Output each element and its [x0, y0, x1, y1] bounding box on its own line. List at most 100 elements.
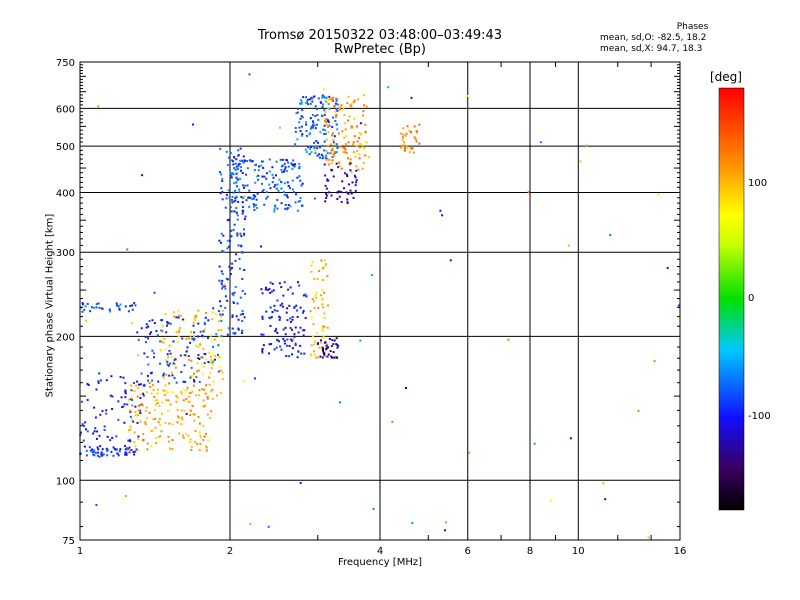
- data-point: [320, 259, 323, 262]
- data-point: [283, 162, 286, 165]
- data-point: [413, 125, 416, 128]
- data-point: [305, 96, 308, 99]
- data-point: [167, 440, 170, 443]
- data-points: [79, 73, 680, 539]
- data-point: [402, 141, 405, 144]
- data-point: [224, 287, 227, 290]
- data-point: [347, 95, 350, 98]
- data-point: [116, 452, 119, 455]
- data-point: [268, 170, 271, 173]
- data-point: [253, 208, 256, 211]
- data-point: [156, 392, 159, 395]
- data-point: [278, 126, 281, 129]
- data-point: [109, 439, 112, 442]
- data-point: [347, 119, 350, 122]
- data-point: [148, 381, 151, 384]
- data-point: [336, 128, 339, 131]
- data-point: [192, 321, 195, 324]
- data-point: [291, 188, 294, 191]
- data-point: [144, 423, 147, 426]
- data-point: [124, 382, 127, 385]
- data-point: [356, 140, 359, 143]
- data-point: [112, 454, 115, 457]
- data-point: [226, 247, 229, 250]
- data-point: [295, 304, 298, 307]
- data-point: [106, 449, 109, 452]
- data-point: [217, 344, 220, 347]
- data-point: [137, 338, 140, 341]
- data-point: [180, 416, 183, 419]
- data-point: [193, 317, 196, 320]
- data-point: [324, 354, 327, 357]
- plot-frame: [79, 61, 681, 541]
- data-point: [280, 348, 283, 351]
- data-point: [331, 339, 334, 342]
- data-point: [281, 158, 284, 161]
- data-point: [279, 345, 282, 348]
- data-point: [310, 151, 313, 154]
- data-point: [333, 339, 336, 342]
- data-point: [260, 333, 263, 336]
- data-point: [404, 147, 407, 150]
- data-point: [275, 346, 278, 349]
- data-point: [140, 403, 143, 406]
- data-point: [242, 186, 245, 189]
- data-point: [221, 279, 224, 282]
- data-point: [327, 346, 330, 349]
- data-point: [276, 309, 279, 312]
- data-point: [309, 353, 312, 356]
- data-point: [335, 343, 338, 346]
- data-point: [157, 380, 160, 383]
- data-point: [313, 124, 316, 127]
- data-point: [262, 166, 265, 169]
- data-point: [194, 314, 197, 317]
- data-point: [324, 97, 327, 100]
- data-point: [273, 309, 276, 312]
- data-point: [325, 192, 328, 195]
- data-point: [294, 201, 297, 204]
- data-point: [311, 260, 314, 263]
- data-point: [165, 373, 168, 376]
- data-point: [124, 396, 127, 399]
- data-point: [257, 169, 260, 172]
- data-point: [348, 163, 351, 166]
- data-point: [151, 319, 154, 322]
- data-point: [335, 108, 338, 111]
- data-point: [280, 181, 283, 184]
- data-point: [232, 191, 235, 194]
- data-point: [319, 131, 322, 134]
- data-point: [336, 197, 339, 200]
- data-point: [97, 448, 100, 451]
- data-point: [231, 262, 234, 265]
- data-point: [187, 400, 190, 403]
- data-point: [117, 454, 120, 457]
- data-point: [359, 339, 362, 342]
- data-point: [289, 338, 292, 341]
- data-point: [232, 163, 235, 166]
- data-point: [311, 100, 314, 103]
- data-point: [362, 110, 365, 113]
- data-point: [230, 198, 233, 201]
- data-point: [343, 114, 346, 117]
- data-point: [323, 95, 326, 98]
- data-point: [209, 334, 212, 337]
- data-point: [300, 102, 303, 105]
- data-point: [210, 410, 213, 413]
- data-point: [238, 257, 241, 260]
- data-point: [290, 328, 293, 331]
- data-point: [191, 404, 194, 407]
- data-point: [147, 325, 150, 328]
- data-point: [314, 127, 317, 130]
- data-point: [335, 99, 338, 102]
- data-point: [359, 142, 362, 145]
- data-point: [297, 200, 300, 203]
- data-point: [305, 150, 308, 153]
- data-point: [93, 454, 96, 457]
- data-point: [363, 147, 366, 150]
- data-point: [186, 346, 189, 349]
- data-point: [191, 390, 194, 393]
- data-point: [271, 181, 274, 184]
- data-point: [150, 392, 153, 395]
- data-point: [220, 328, 223, 331]
- data-point: [201, 334, 204, 337]
